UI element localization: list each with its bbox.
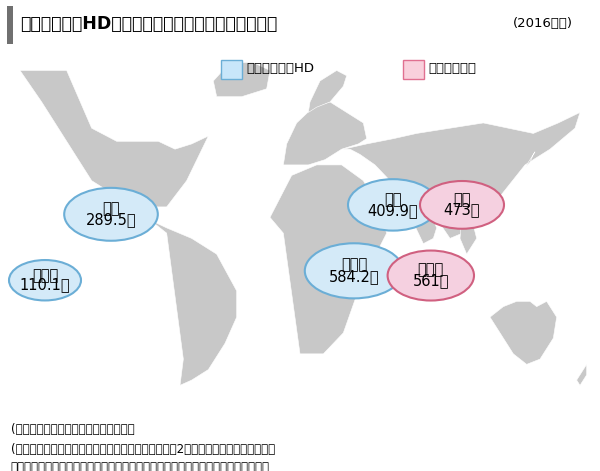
Text: (注）関西ペイントは自動車塗料分野を国内、海外の2つに分けて公表しているが、: (注）関西ペイントは自動車塗料分野を国内、海外の2つに分けて公表しているが、 [11,443,275,456]
Text: 584.2億: 584.2億 [329,269,379,284]
Ellipse shape [348,179,438,231]
Polygon shape [460,202,476,254]
Polygon shape [360,186,400,228]
Polygon shape [517,152,535,178]
Text: 日本ペイントHD、関西ペイントの自動車塗料売上高: 日本ペイントHD、関西ペイントの自動車塗料売上高 [20,15,278,33]
Polygon shape [343,113,580,238]
Ellipse shape [9,260,81,300]
Bar [7,6,13,43]
Text: 473億: 473億 [444,203,480,218]
Ellipse shape [388,251,474,300]
Ellipse shape [420,181,504,229]
Polygon shape [20,71,208,207]
Ellipse shape [64,188,158,241]
Text: 561億: 561億 [413,274,449,289]
Polygon shape [214,63,270,97]
Bar [221,60,242,79]
Text: 日本: 日本 [453,192,471,207]
Text: 米州: 米州 [102,201,120,216]
Text: (出所）決算説明会資料を基に筆者作成: (出所）決算説明会資料を基に筆者作成 [11,423,134,436]
Text: 409.9億: 409.9億 [368,203,418,218]
Polygon shape [490,301,557,365]
Text: 海外は大半がアジアの国であることから、上記ではアジアとして整理している: 海外は大半がアジアの国であることから、上記ではアジアとして整理している [11,461,270,471]
Text: 関西ペイント: 関西ペイント [429,62,477,75]
Polygon shape [410,202,437,244]
Polygon shape [577,365,587,385]
Polygon shape [150,220,236,385]
Text: 110.1億: 110.1億 [20,277,70,292]
Text: (2016年度): (2016年度) [513,17,573,30]
Text: 日本: 日本 [384,192,402,207]
Bar [403,60,424,79]
Polygon shape [283,102,367,165]
Text: 日本ペイントHD: 日本ペイントHD [247,62,314,75]
Text: アジア: アジア [341,257,367,272]
Polygon shape [270,165,386,354]
Text: 289.5億: 289.5億 [86,212,136,227]
Text: その他: その他 [32,268,58,283]
Text: アジア: アジア [418,262,444,277]
Ellipse shape [305,243,403,299]
Polygon shape [308,71,347,113]
